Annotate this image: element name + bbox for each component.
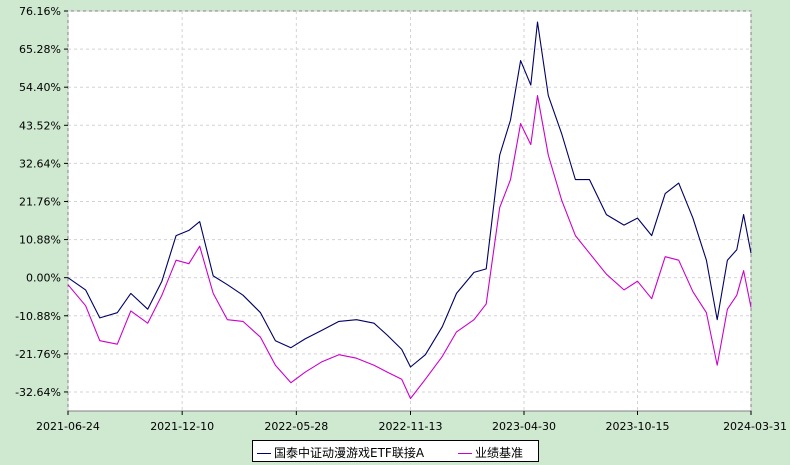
y-tick-label: -21.76% [15,348,61,361]
x-tick-label: 2022-05-28 [264,420,328,433]
series-line-2 [67,95,752,400]
y-tick-label: 10.88% [19,234,61,247]
legend-item-series1: 国泰中证动漫游戏ETF联接A [257,444,424,461]
x-axis: 2021-06-24 2021-12-10 2022-05-28 2022-11-13… [36,411,787,433]
y-axis: 76.16% 65.28% 54.40% 43.52% 32.64% 21.76% 10.8… [15,5,68,399]
legend-item-series2: 业绩基准 [458,444,523,461]
y-tick-label: 32.64% [19,157,61,170]
y-tick-label: 65.28% [19,43,61,56]
plot-area [67,10,752,412]
y-tick-label: 76.16% [19,5,61,18]
series-line-1 [67,21,752,368]
y-tick-label: 43.52% [19,119,61,132]
grid [67,10,752,411]
x-tick-label: 2023-04-30 [492,420,556,433]
legend-label-series2: 业绩基准 [475,446,524,460]
y-tick-label: 21.76% [19,195,61,208]
x-tick-label: 2021-12-10 [150,420,214,433]
y-tick-label: 0.00% [26,272,61,285]
legend-label-series1: 国泰中证动漫游戏ETF联接A [274,446,425,460]
x-tick-label: 2021-06-24 [36,420,100,433]
y-tick-label: -10.88% [15,310,61,323]
x-tick-label: 2023-10-15 [606,420,670,433]
y-tick-label: -32.64% [15,386,61,399]
series-lines [67,21,752,400]
x-tick-label: 2024-03-31 [723,420,787,433]
legend-swatch-series1 [257,453,271,454]
legend-swatch-series2 [458,453,472,454]
legend: 国泰中证动漫游戏ETF联接A 业绩基准 [252,440,539,462]
y-tick-label: 54.40% [19,81,61,94]
x-tick-label: 2022-11-13 [379,420,443,433]
